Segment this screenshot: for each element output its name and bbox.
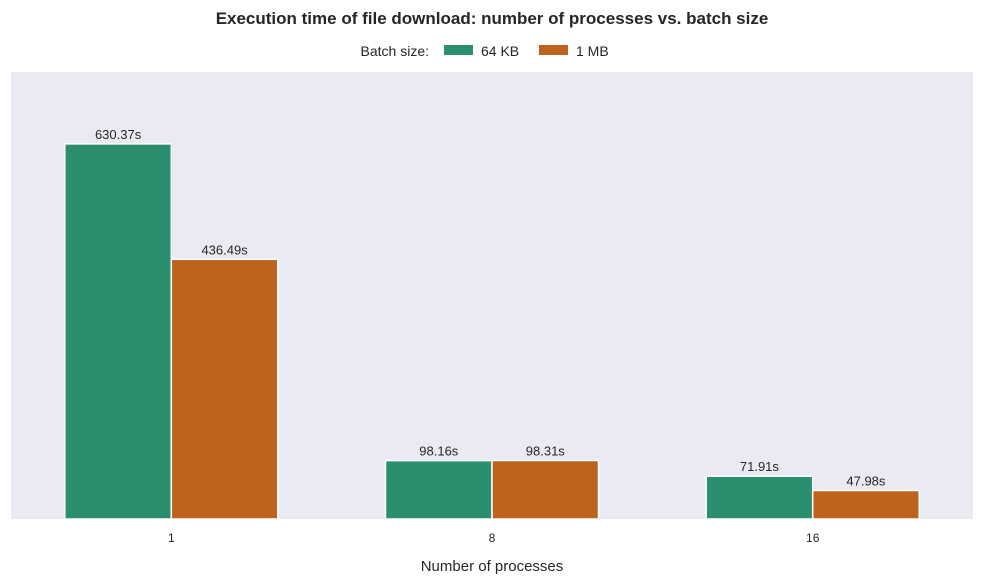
x-tick-label-16: 16 [806,531,820,545]
chart-title: Execution time of file download: number … [216,9,769,28]
bar-16-64kb [705,475,814,520]
bar-8-64kb [384,459,493,520]
bar-label-16-64kb: 71.91s [740,459,780,474]
bar-8-1mb [491,459,600,520]
x-tick-label-1: 1 [168,531,175,545]
legend-label-64kb: 64 KB [481,43,519,59]
x-ticks: 1 8 16 [168,531,820,545]
legend-swatch-1mb [539,45,568,55]
legend-label-1mb: 1 MB [576,43,609,59]
bar-label-1-64kb: 630.37s [95,127,142,142]
x-axis-label: Number of processes [421,558,564,575]
bar-labels: 630.37s 436.49s 98.16s 98.31s 71.91s 47.98s [95,127,886,489]
bars [64,143,920,520]
legend-title: Batch size: [361,43,429,59]
bar-label-16-1mb: 47.98s [846,474,886,489]
x-tick-label-8: 8 [489,531,496,545]
bar-label-8-64kb: 98.16s [419,444,459,459]
bar-label-1-1mb: 436.49s [201,242,248,257]
bar-label-8-1mb: 98.31s [526,444,566,459]
bar-1-64kb [64,143,173,520]
legend-swatch-64kb [444,45,473,55]
bar-16-1mb [811,489,920,520]
legend: Batch size: 64 KB 1 MB [361,43,609,59]
bar-1-1mb [170,258,279,520]
